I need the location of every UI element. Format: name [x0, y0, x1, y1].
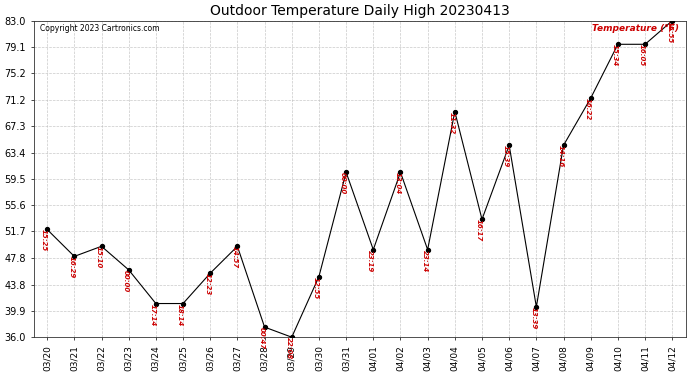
Text: 16:05: 16:05: [639, 44, 645, 66]
Point: [313, 274, 324, 280]
Text: 16:22: 16:22: [584, 98, 591, 120]
Text: 18:14: 18:14: [177, 303, 183, 326]
Text: 15:25: 15:25: [41, 230, 47, 252]
Point: [585, 95, 596, 101]
Point: [286, 334, 297, 340]
Text: 11:32: 11:32: [448, 112, 455, 134]
Point: [531, 304, 542, 310]
Text: 14:57: 14:57: [231, 246, 237, 268]
Point: [96, 243, 107, 249]
Text: 15:10: 15:10: [95, 246, 101, 268]
Title: Outdoor Temperature Daily High 20230413: Outdoor Temperature Daily High 20230413: [210, 4, 510, 18]
Text: 00:00: 00:00: [123, 270, 128, 292]
Point: [612, 41, 623, 47]
Point: [368, 247, 379, 253]
Text: 00:00: 00:00: [340, 172, 346, 195]
Text: 15:39: 15:39: [503, 145, 509, 168]
Point: [69, 254, 80, 260]
Text: 23:19: 23:19: [367, 250, 373, 272]
Point: [341, 169, 352, 175]
Point: [259, 324, 270, 330]
Text: 17:14: 17:14: [150, 303, 156, 326]
Point: [41, 226, 52, 232]
Point: [205, 270, 216, 276]
Text: 12:55: 12:55: [313, 277, 319, 299]
Text: 13:04: 13:04: [395, 172, 400, 195]
Point: [477, 216, 488, 222]
Point: [667, 18, 678, 24]
Point: [150, 300, 161, 306]
Point: [395, 169, 406, 175]
Text: 23:14: 23:14: [422, 250, 428, 272]
Point: [449, 109, 460, 115]
Text: 16:17: 16:17: [476, 219, 482, 242]
Text: Temperature (°F): Temperature (°F): [592, 24, 680, 33]
Text: 22:08: 22:08: [286, 337, 292, 360]
Point: [232, 243, 243, 249]
Text: 15:34: 15:34: [612, 44, 618, 66]
Text: 15:55: 15:55: [667, 21, 672, 43]
Point: [504, 142, 515, 148]
Point: [177, 300, 188, 306]
Text: Copyright 2023 Cartronics.com: Copyright 2023 Cartronics.com: [40, 24, 159, 33]
Point: [123, 267, 134, 273]
Point: [558, 142, 569, 148]
Point: [640, 41, 651, 47]
Text: 00:47: 00:47: [259, 327, 264, 350]
Text: 12:23: 12:23: [204, 273, 210, 296]
Text: 14:16: 14:16: [558, 145, 564, 168]
Text: 13:39: 13:39: [531, 307, 536, 329]
Point: [422, 247, 433, 253]
Text: 16:29: 16:29: [68, 256, 75, 279]
